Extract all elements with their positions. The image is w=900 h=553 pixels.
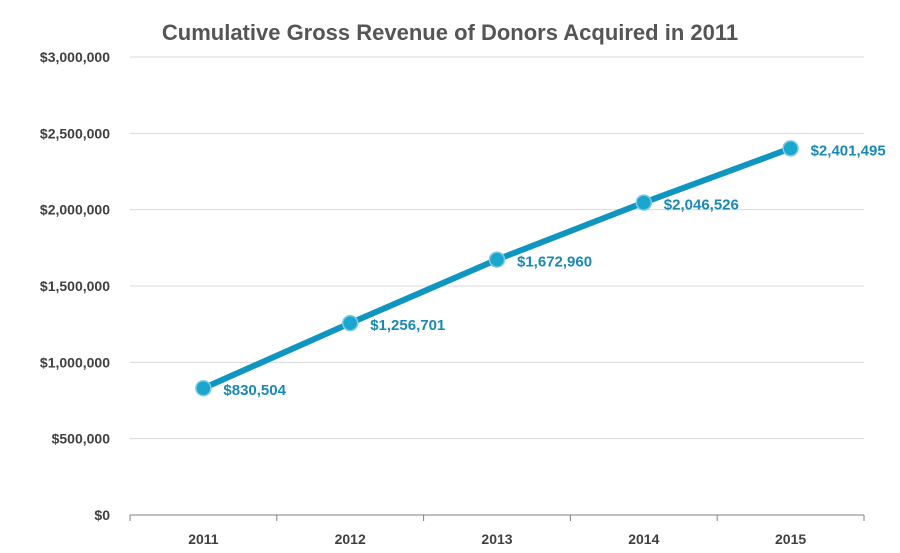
x-tick-label: 2013 — [481, 531, 512, 547]
data-point-marker — [341, 314, 359, 332]
y-tick-label: $3,000,000 — [40, 49, 110, 65]
series-line — [200, 145, 794, 392]
data-point-marker — [488, 251, 506, 268]
y-tick-label: $0 — [94, 507, 110, 523]
y-tick-label: $1,500,000 — [40, 278, 110, 294]
data-label: $830,504 — [223, 382, 286, 399]
data-point-marker — [635, 194, 653, 211]
data-label: $2,401,495 — [811, 142, 886, 159]
x-axis-ticks: 2011 2012 2013 2014 2015 — [188, 531, 806, 547]
axes — [129, 514, 865, 521]
data-point-marker — [782, 140, 799, 157]
x-tick-label: 2012 — [335, 531, 366, 547]
x-tick-label: 2014 — [628, 531, 659, 547]
series-line-group — [195, 140, 799, 397]
gridlines — [130, 56, 864, 440]
data-label: $1,256,701 — [370, 317, 445, 334]
x-tick-label: 2011 — [188, 531, 219, 547]
x-tick-label: 2015 — [775, 531, 806, 547]
data-label: $2,046,526 — [664, 197, 739, 214]
y-tick-label: $2,500,000 — [40, 125, 110, 141]
data-point-marker — [195, 379, 212, 397]
y-tick-label: $500,000 — [52, 431, 111, 447]
y-tick-label: $2,000,000 — [40, 202, 110, 218]
data-label: $1,672,960 — [517, 254, 592, 271]
data-labels: $830,504 $1,256,701 $1,672,960 $2,046,526 $2… — [223, 142, 885, 399]
y-tick-label: $1,000,000 — [40, 354, 110, 370]
y-axis-ticks: $0 $500,000 $1,000,000 $1,500,000 $2,000,000… — [40, 49, 110, 523]
chart-title: Cumulative Gross Revenue of Donors Acqui… — [162, 20, 738, 45]
